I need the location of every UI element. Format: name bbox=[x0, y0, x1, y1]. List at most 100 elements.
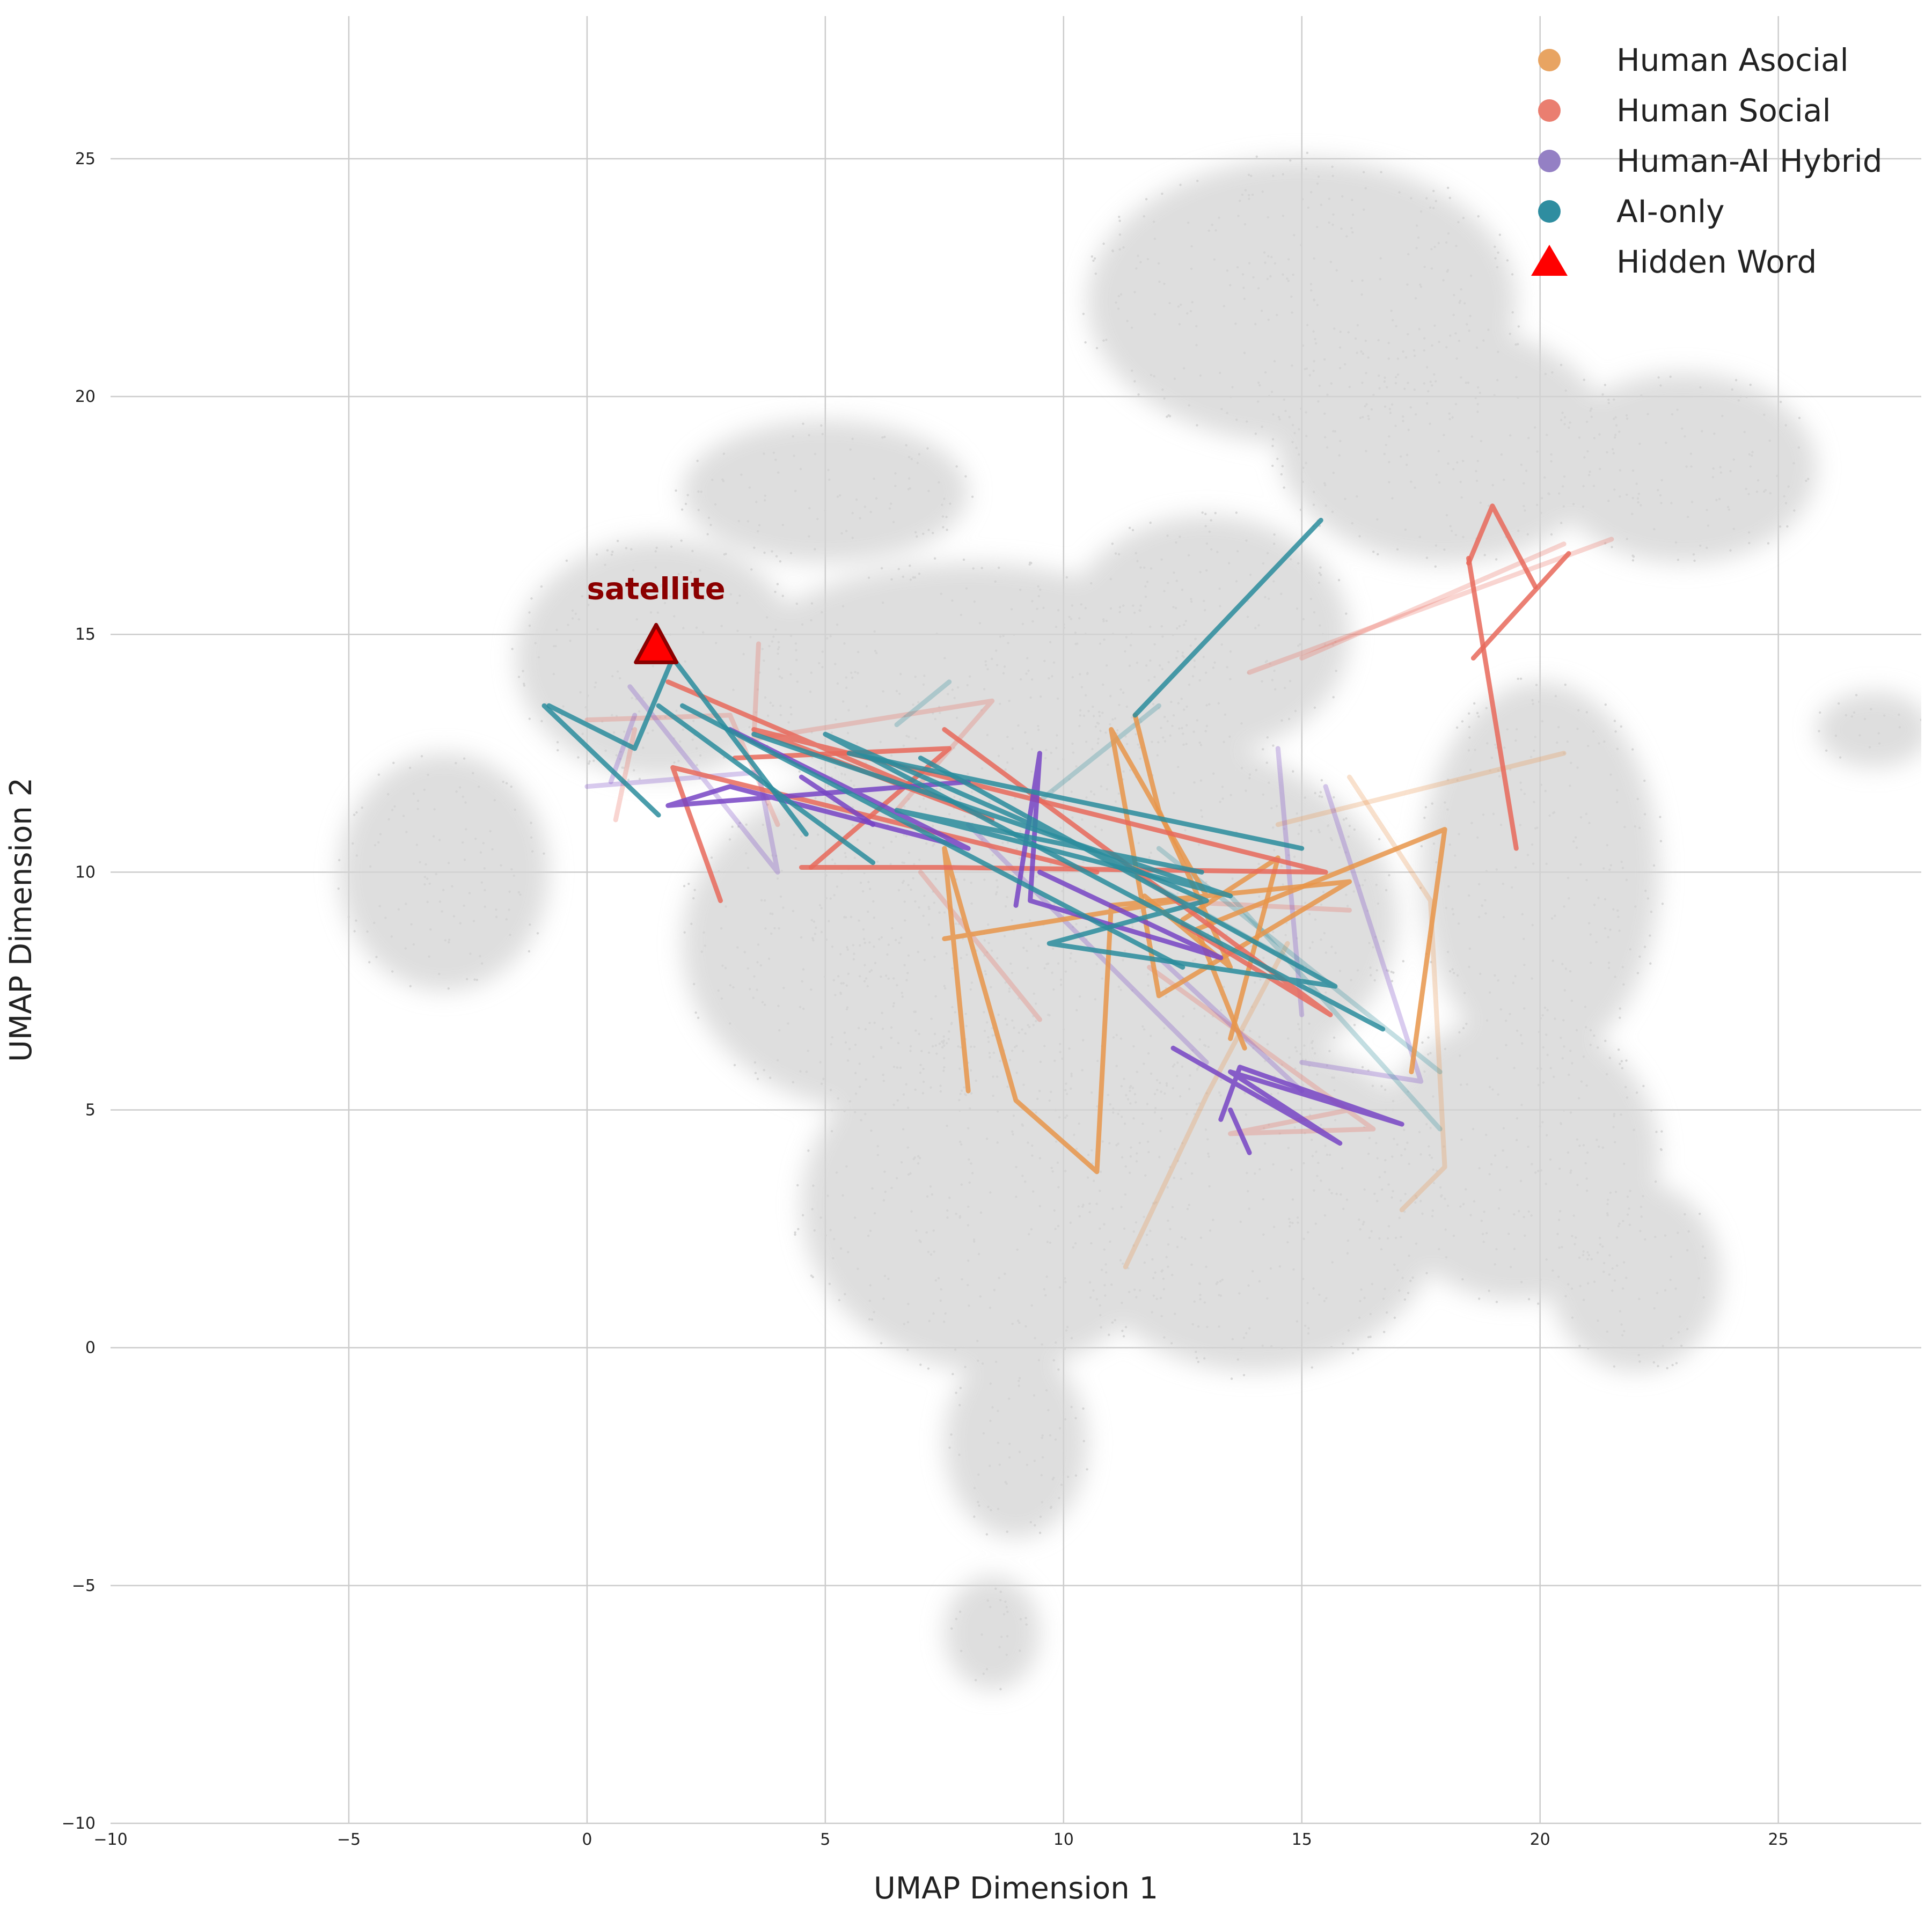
x-tick-label: 15 bbox=[1292, 1830, 1312, 1849]
cloud-point bbox=[1150, 567, 1153, 570]
cloud-point bbox=[1177, 766, 1180, 768]
cloud-point bbox=[906, 1321, 910, 1324]
cloud-point bbox=[880, 1341, 883, 1345]
cloud-point bbox=[882, 1073, 884, 1076]
cloud-point bbox=[1342, 1207, 1345, 1211]
cloud-point bbox=[1479, 972, 1482, 976]
cloud-point bbox=[1613, 1279, 1616, 1282]
cloud-point bbox=[1136, 661, 1139, 664]
cloud-point bbox=[1096, 742, 1099, 745]
cloud-point bbox=[923, 674, 926, 677]
cloud-point bbox=[1626, 1196, 1629, 1198]
cloud-point bbox=[1418, 283, 1422, 286]
cloud-point bbox=[555, 628, 558, 632]
cloud-point bbox=[416, 800, 420, 802]
cloud-point bbox=[843, 1031, 846, 1034]
cloud-point bbox=[968, 1304, 970, 1307]
cloud-point bbox=[1264, 596, 1267, 599]
cloud-point bbox=[1444, 1047, 1447, 1051]
cloud-point bbox=[722, 452, 726, 455]
cloud-point bbox=[1509, 332, 1511, 335]
cloud-point bbox=[696, 459, 699, 463]
cloud-point bbox=[1188, 1204, 1190, 1206]
cloud-point bbox=[1430, 1156, 1433, 1159]
cloud-point bbox=[1571, 1235, 1574, 1237]
cloud-point bbox=[1246, 1171, 1248, 1175]
cloud-point bbox=[1429, 1052, 1432, 1054]
cloud-point bbox=[860, 1119, 862, 1121]
cloud-point bbox=[355, 919, 357, 922]
cloud-point bbox=[859, 517, 861, 520]
cloud-point bbox=[950, 1433, 953, 1436]
cloud-point bbox=[508, 890, 511, 893]
cloud-point bbox=[1376, 1157, 1379, 1160]
cloud-point bbox=[848, 1047, 851, 1051]
cloud-point bbox=[1545, 1134, 1548, 1136]
cloud-point bbox=[522, 670, 524, 672]
cloud-point bbox=[1706, 509, 1708, 511]
cloud-point bbox=[1345, 235, 1348, 238]
cloud-point bbox=[1542, 1081, 1545, 1084]
cloud-point bbox=[1118, 248, 1121, 251]
cloud-point bbox=[1041, 1436, 1043, 1440]
cloud-point bbox=[1156, 754, 1159, 757]
cloud-point bbox=[813, 920, 816, 923]
cloud-point bbox=[768, 644, 771, 648]
cloud-point bbox=[736, 946, 739, 949]
cloud-point bbox=[1283, 398, 1285, 401]
cloud-point bbox=[687, 882, 690, 885]
cloud-point bbox=[1482, 813, 1485, 816]
cloud-point bbox=[1523, 1007, 1526, 1010]
cloud-point bbox=[1898, 713, 1900, 716]
cloud-point bbox=[1407, 1292, 1410, 1294]
cloud-point bbox=[649, 611, 653, 614]
cloud-point bbox=[1378, 1176, 1381, 1178]
cloud-point bbox=[1158, 280, 1161, 283]
trajectory-human-ai-hybrid bbox=[1170, 1045, 1404, 1146]
cloud-point bbox=[1452, 468, 1455, 471]
cloud-point bbox=[567, 624, 569, 626]
cloud-point bbox=[1563, 752, 1565, 755]
cloud-point bbox=[1671, 1363, 1674, 1367]
cloud-point bbox=[1296, 812, 1298, 815]
cloud-point bbox=[1544, 372, 1547, 376]
cloud-point bbox=[867, 881, 870, 884]
cloud-point bbox=[1679, 1315, 1681, 1318]
cloud-point bbox=[1080, 603, 1082, 606]
cloud-point bbox=[1670, 502, 1673, 504]
cloud-point bbox=[938, 911, 941, 914]
cloud-point bbox=[1276, 457, 1279, 460]
cloud-point bbox=[975, 1079, 977, 1082]
cloud-point bbox=[829, 1229, 832, 1231]
cloud-point bbox=[1190, 267, 1193, 270]
cloud-point bbox=[1082, 1204, 1085, 1206]
cloud-point bbox=[1558, 1210, 1562, 1213]
cloud-point bbox=[1609, 928, 1612, 931]
cloud-point bbox=[1631, 559, 1635, 562]
cloud-point bbox=[1747, 493, 1750, 495]
cloud-point bbox=[1620, 1323, 1623, 1326]
cloud-point bbox=[484, 889, 486, 892]
cloud-point bbox=[699, 569, 701, 572]
cloud-point bbox=[1326, 393, 1329, 396]
cloud-point bbox=[1482, 1241, 1485, 1243]
cloud-point bbox=[553, 645, 555, 648]
cloud-point bbox=[1589, 409, 1592, 412]
cloud-point bbox=[914, 531, 917, 534]
cloud-point bbox=[552, 673, 555, 676]
cloud-point bbox=[1606, 1214, 1609, 1216]
cloud-point bbox=[1009, 962, 1012, 965]
cloud-point bbox=[851, 512, 854, 515]
cloud-point bbox=[1196, 1067, 1199, 1070]
cloud-point bbox=[1519, 1179, 1523, 1183]
cloud-point bbox=[1351, 522, 1353, 525]
cloud-point bbox=[850, 671, 853, 674]
cloud-point bbox=[870, 1318, 874, 1321]
cloud-point bbox=[946, 1209, 949, 1212]
cloud-point bbox=[897, 1042, 900, 1045]
cloud-point bbox=[1065, 576, 1068, 579]
cloud-point bbox=[1394, 382, 1397, 385]
cloud-point bbox=[1434, 565, 1437, 568]
cloud-point bbox=[505, 782, 508, 785]
